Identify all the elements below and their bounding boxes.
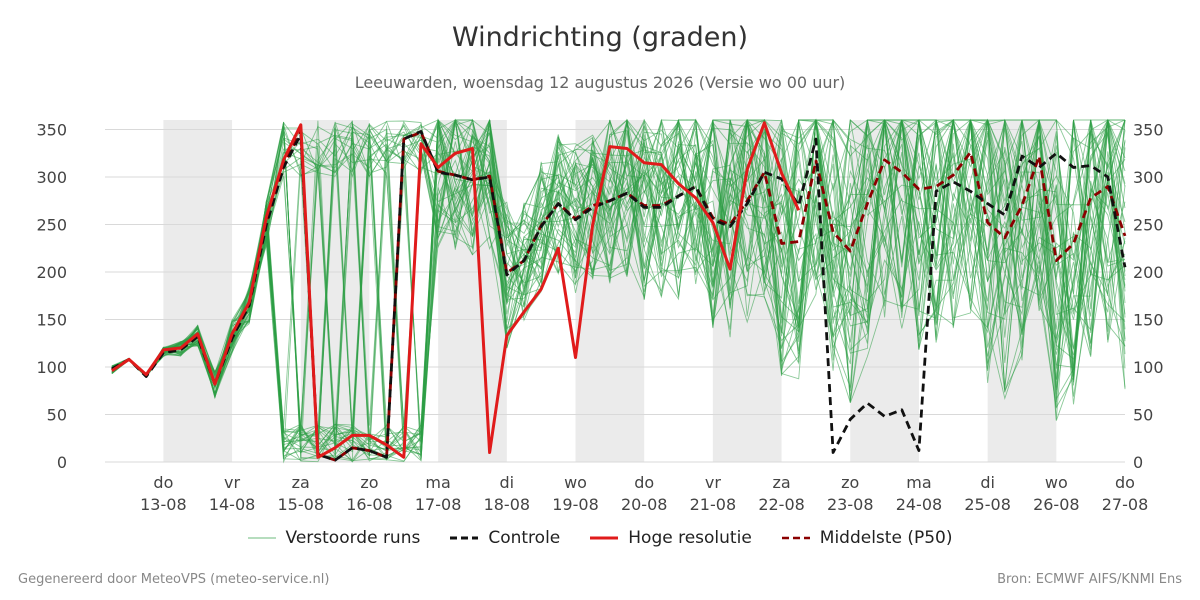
y-tick-right-300: 300	[1133, 168, 1164, 187]
x-tick-day-9: za	[772, 473, 790, 492]
legend-label-ensemble: Verstoorde runs	[285, 528, 421, 548]
ensemble-run-50	[111, 119, 1125, 459]
y-tick-left-0: 0	[57, 453, 67, 472]
x-tick-day-1: vr	[224, 473, 240, 492]
y-tick-right-100: 100	[1133, 358, 1164, 377]
legend-item-p50: Middelste (P50)	[781, 528, 953, 548]
y-tick-right-350: 350	[1133, 121, 1164, 140]
legend-item-hoge-resolutie: Hoge resolutie	[590, 528, 752, 548]
x-tick-day-2: za	[292, 473, 310, 492]
legend-label-hoge-resolutie: Hoge resolutie	[628, 528, 752, 548]
footer-generator: Gegenereerd door MeteoVPS (meteo-service…	[18, 572, 330, 587]
y-tick-right-0: 0	[1133, 453, 1143, 472]
ensemble-run-44	[111, 118, 1126, 457]
legend-swatch-controle	[450, 536, 479, 540]
y-tick-left-150: 150	[36, 311, 67, 330]
x-tick-day-8: vr	[705, 473, 721, 492]
x-tick-date-4: 17-08	[415, 495, 462, 514]
wind-direction-chart: 0 0 50 50 100 100 150 150 200 200 250 250 300 300 350 3…	[36, 118, 1164, 515]
y-tick-left-50: 50	[47, 406, 67, 425]
x-tick-date-3: 16-08	[346, 495, 393, 514]
x-tick-date-11: 24-08	[896, 495, 943, 514]
x-tick-date-5: 18-08	[484, 495, 531, 514]
x-tick-day-14: do	[1115, 473, 1135, 492]
x-tick-day-5: di	[500, 473, 515, 492]
x-tick-date-7: 20-08	[621, 495, 668, 514]
x-tick-date-0: 13-08	[140, 495, 187, 514]
footer-source: Bron: ECMWF AIFS/KNMI Ens	[997, 572, 1182, 587]
legend: Verstoorde runs Controle Hoge resolutie …	[0, 528, 1200, 548]
y-tick-right-50: 50	[1133, 406, 1153, 425]
y-tick-left-100: 100	[36, 358, 67, 377]
ensemble-run-49	[111, 119, 1126, 460]
x-tick-date-13: 26-08	[1033, 495, 1080, 514]
x-tick-date-6: 19-08	[552, 495, 599, 514]
y-tick-right-150: 150	[1133, 311, 1164, 330]
chart-subtitle: Leeuwarden, woensdag 12 augustus 2026 (V…	[354, 73, 846, 92]
x-tick-day-3: zo	[360, 473, 378, 492]
legend-label-p50: Middelste (P50)	[819, 528, 953, 548]
legend-swatch-ensemble	[247, 537, 276, 539]
y-tick-left-200: 200	[36, 263, 67, 282]
day-band-0	[163, 120, 233, 462]
legend-swatch-p50	[781, 536, 810, 540]
y-tick-right-250: 250	[1133, 216, 1164, 235]
y-tick-left-350: 350	[36, 121, 67, 140]
x-tick-day-10: zo	[841, 473, 859, 492]
x-tick-date-2: 15-08	[278, 495, 325, 514]
x-tick-day-12: di	[980, 473, 995, 492]
x-tick-date-8: 21-08	[690, 495, 737, 514]
x-tick-date-14: 27-08	[1102, 495, 1149, 514]
x-tick-day-7: do	[634, 473, 654, 492]
legend-swatch-hoge-resolutie	[590, 536, 619, 540]
series-controle	[111, 130, 1127, 462]
legend-label-controle: Controle	[488, 528, 561, 548]
series-hoge-resolutie	[111, 121, 801, 459]
x-tick-day-6: wo	[564, 473, 587, 492]
y-tick-right-200: 200	[1133, 263, 1164, 282]
legend-item-controle: Controle	[450, 528, 560, 548]
x-tick-day-4: ma	[425, 473, 450, 492]
x-tick-date-1: 14-08	[209, 495, 256, 514]
ensemble-run-42	[111, 119, 1125, 463]
ensemble-run-30	[111, 118, 1126, 460]
x-tick-day-11: ma	[906, 473, 931, 492]
y-tick-left-250: 250	[36, 216, 67, 235]
main-series	[111, 121, 1127, 462]
x-tick-day-13: wo	[1045, 473, 1068, 492]
y-tick-left-300: 300	[36, 168, 67, 187]
x-tick-date-10: 23-08	[827, 495, 874, 514]
chart-title: Windrichting (graden)	[451, 22, 749, 53]
x-tick-date-12: 25-08	[964, 495, 1011, 514]
legend-item-ensemble: Verstoorde runs	[247, 528, 421, 548]
axes: 0 0 50 50 100 100 150 150 200 200 250 250 300 300 350 3…	[36, 121, 1163, 515]
x-tick-date-9: 22-08	[758, 495, 805, 514]
x-tick-day-0: do	[153, 473, 173, 492]
